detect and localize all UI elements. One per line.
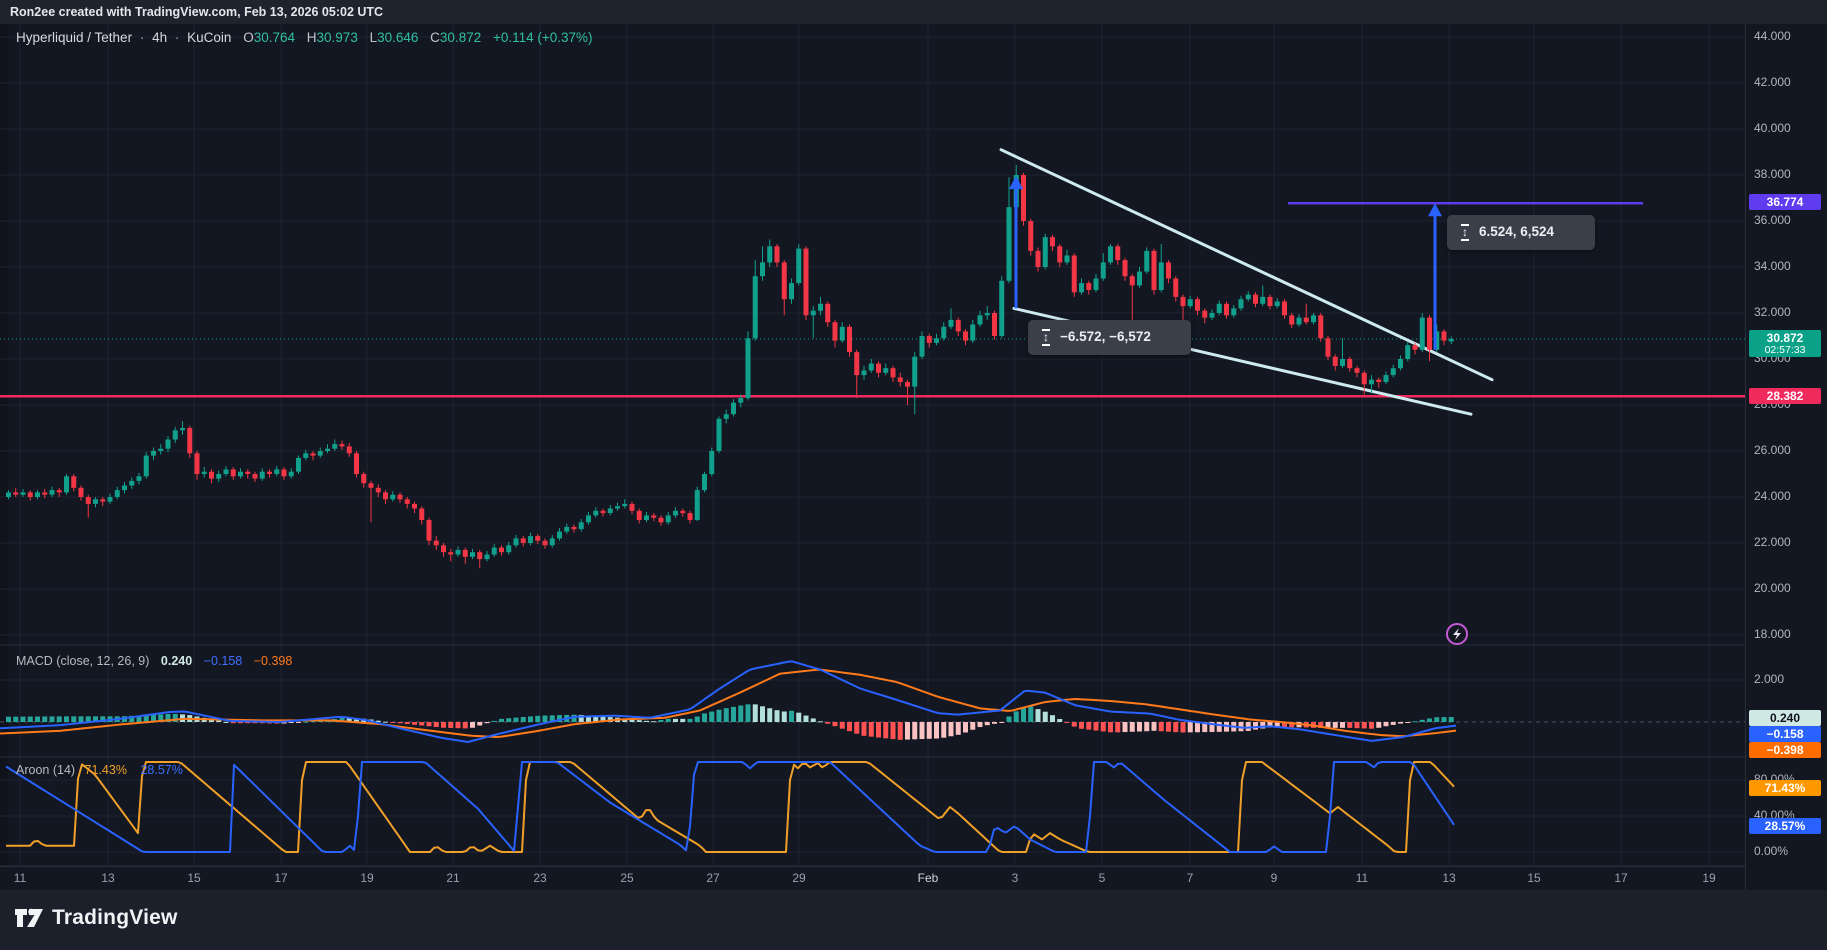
time-tick: 29 [792,871,806,885]
time-tick: 13 [101,871,115,885]
lightning-button[interactable] [1446,623,1468,645]
time-tick: 17 [1614,871,1628,885]
macd-value-badge: −0.158 [1749,726,1821,742]
time-tick: 17 [274,871,288,885]
attribution-text: Ron2ee created with TradingView.com, Feb… [10,5,384,19]
interval-value[interactable]: 4h [152,30,168,45]
time-tick: 23 [533,871,547,885]
price-tick: 20.000 [1754,581,1791,595]
macd-hist-value: 0.240 [160,654,193,668]
separator: · [174,30,180,45]
footer-bar: TradingView [0,890,1827,950]
price-tick: 18.000 [1754,627,1791,641]
aroon-tick: 0.00% [1754,844,1789,858]
high-value: 30.973 [316,30,358,45]
tradingview-logo-icon [15,908,43,927]
price-tick: 40.000 [1754,121,1791,135]
low-value: 30.646 [377,30,419,45]
measure-value: 6.524, 6,524 [1479,224,1555,239]
measure-arrow[interactable] [1428,203,1442,350]
aroon-value-badge: 28.57% [1749,818,1821,834]
macd-tick: 2.000 [1754,672,1785,686]
price-tick: 38.000 [1754,167,1791,181]
aroon-down-value: 71.43% [84,763,127,777]
exchange-name: KuCoin [187,30,232,45]
time-tick: 27 [706,871,720,885]
price-tick: 22.000 [1754,535,1791,549]
macd-params: (close, 12, 26, 9) [56,654,150,668]
time-tick: 15 [187,871,201,885]
measure-icon: ↕ [1042,329,1050,346]
change-value: +0.114 (+0.37%) [492,30,593,45]
chart-canvas[interactable] [0,24,1745,890]
left-edge-strip [0,24,8,890]
candles [6,165,1454,569]
open-value: 30.764 [253,30,296,45]
price-tick: 44.000 [1754,29,1791,43]
symbol-name[interactable]: Hyperliquid / Tether [16,30,133,45]
time-axis[interactable]: 11 13 15 17 19 21 23 25 27 29 Feb 3 5 7 9 11 13 15 17 19 [0,866,1745,890]
time-tick: 9 [1270,871,1278,885]
close-value: 30.872 [439,30,482,45]
macd-header[interactable]: MACD (close, 12, 26, 9) 0.240 −0.158 −0.… [16,654,292,668]
low-label: L [369,30,378,45]
time-tick: 15 [1527,871,1541,885]
separator: · [139,30,145,45]
symbol-header[interactable]: Hyperliquid / Tether · 4h · KuCoin O30.7… [16,30,593,45]
macd-value-badge: −0.398 [1749,742,1821,758]
aroon-up-line [5,761,1455,853]
target-price-badge: 36.774 [1749,194,1821,210]
price-tick: 34.000 [1754,259,1791,273]
level-price-badge: 28.382 [1749,388,1821,404]
aroon-header[interactable]: Aroon (14) 71.43% 28.57% [16,763,183,777]
time-tick: 3 [1011,871,1019,885]
measure-arrow[interactable] [1009,176,1023,309]
price-tick: 32.000 [1754,305,1791,319]
aroon-down-line [6,761,1455,853]
time-tick: 7 [1186,871,1194,885]
price-tick: 24.000 [1754,489,1791,503]
brand-text: TradingView [52,906,178,929]
countdown-timer: 02:57:33 [1764,344,1806,356]
macd-line [0,660,1457,743]
price-tick: 26.000 [1754,443,1791,457]
price-tick: 36.000 [1754,213,1791,227]
macd-signal-value: −0.398 [253,654,293,668]
time-tick: Feb [917,871,939,885]
aroon-up-value: 28.57% [140,763,183,777]
price-axis[interactable]: 44.000 42.000 40.000 38.000 36.000 34.000 32.0… [1745,24,1827,890]
measure-value: −6.572, −6,572 [1060,329,1151,344]
tradingview-brand[interactable]: TradingView [14,904,178,932]
measure-icon: ↕ [1461,224,1469,241]
macd-value-badge: 0.240 [1749,710,1821,726]
time-tick: 11 [1355,871,1369,885]
last-price-badge: 30.872 02:57:33 [1749,330,1821,357]
macd-signal-line [0,668,1457,739]
price-tick: 42.000 [1754,75,1791,89]
macd-title[interactable]: MACD [16,654,53,668]
open-label: O [243,30,254,45]
time-tick: 11 [13,871,27,885]
macd-line-value: −0.158 [203,654,243,668]
time-tick: 19 [1702,871,1716,885]
grid [0,24,1745,866]
aroon-title[interactable]: Aroon (14) [16,763,76,777]
measure-tooltip: ↕ −6.572, −6,572 [1028,320,1191,355]
attribution-bar: Ron2ee created with TradingView.com, Feb… [0,0,1827,24]
time-tick: 13 [1442,871,1456,885]
time-tick: 21 [446,871,460,885]
time-tick: 19 [360,871,374,885]
aroon-value-badge: 71.43% [1749,780,1821,796]
wedge-upper[interactable] [999,148,1494,382]
high-label: H [306,30,317,45]
measure-tooltip: ↕ 6.524, 6,524 [1447,215,1595,250]
close-label: C [430,30,440,45]
time-tick: 25 [620,871,634,885]
time-tick: 5 [1098,871,1106,885]
